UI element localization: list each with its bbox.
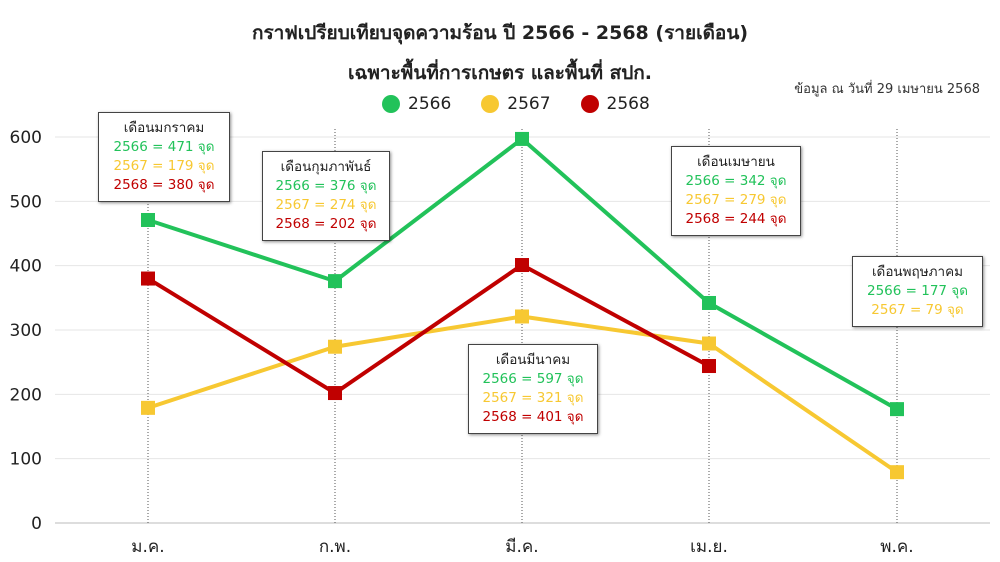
x-tick-label: ก.พ.	[319, 537, 351, 557]
annotation-value: 2566 = 342 จุด	[685, 173, 787, 189]
data-point-2567	[328, 339, 342, 354]
data-point-2566	[515, 131, 529, 146]
annotation-title: เดือนมกราคม	[123, 120, 205, 136]
y-tick-label: 600	[10, 128, 42, 148]
chart-subtitle: เฉพาะพื้นที่การเกษตร และพื้นที่ สปก.	[347, 62, 653, 84]
annotation-box: เดือนมกราคม 2566 = 471 จุด 2567 = 179 จุด 2…	[98, 112, 230, 202]
annotation-title: เดือนพฤษภาคม	[871, 264, 964, 280]
data-point-2567	[515, 309, 529, 324]
data-point-2566	[702, 295, 716, 310]
annotation-box: เดือนเมษายน 2566 = 342 จุด 2567 = 279 จุด 2…	[671, 146, 801, 236]
annotation-box: เดือนมีนาคม 2566 = 597 จุด 2567 = 321 จุด 2…	[468, 344, 598, 434]
series-line-2568	[146, 263, 710, 396]
data-point-2566	[141, 212, 155, 227]
annotation-title: เดือนมีนาคม	[495, 352, 571, 368]
annotation-title: เดือนเมษายน	[697, 154, 775, 170]
legend-item-2566: 2566	[382, 94, 451, 114]
data-point-2568	[515, 258, 529, 273]
annotation-value: 2568 = 202 จุด	[275, 216, 377, 232]
y-tick-label: 400	[10, 257, 42, 277]
x-tick-label: มี.ค.	[505, 537, 538, 557]
annotation-value: 2567 = 274 จุด	[275, 197, 377, 213]
annotation-value: 2566 = 471 จุด	[113, 139, 215, 155]
chart-legend: 2566 2567 2568	[382, 94, 650, 114]
annotation-value: 2567 = 279 จุด	[685, 192, 787, 208]
legend-item-2567: 2567	[481, 94, 551, 114]
annotation-value: 2567 = 179 จุด	[113, 158, 215, 174]
annotation-value: 2568 = 401 จุด	[482, 409, 584, 425]
annotation-box: เดือนกุมภาพันธ์ 2566 = 376 จุด 2567 = 274 …	[262, 151, 390, 241]
chart-title: กราฟเปรียบเทียบจุดความร้อน ปี 2566 - 256…	[251, 22, 749, 44]
y-tick-label: 200	[10, 385, 42, 405]
data-point-2568	[141, 271, 155, 286]
y-tick-label: 100	[10, 450, 42, 470]
x-tick-label: พ.ค.	[880, 537, 913, 557]
annotation-value: 2568 = 244 จุด	[685, 211, 787, 227]
data-point-2567	[141, 400, 155, 415]
y-tick-label: 500	[10, 192, 42, 212]
annotation-value: 2566 = 177 จุด	[867, 283, 968, 299]
y-tick-label: 300	[10, 321, 42, 341]
x-tick-label: ม.ค.	[131, 537, 164, 557]
annotation-value: 2568 = 380 จุด	[113, 177, 215, 193]
legend-label: 2567	[507, 94, 551, 114]
data-point-2567	[890, 465, 904, 480]
annotation-value: 2567 = 79 จุด	[871, 302, 964, 318]
y-tick-label: 0	[31, 514, 42, 534]
annotation-value: 2567 = 321 จุด	[482, 390, 584, 406]
annotation-value: 2566 = 597 จุด	[482, 371, 584, 387]
annotation-value: 2566 = 376 จุด	[275, 178, 377, 194]
legend-label: 2566	[408, 94, 452, 114]
legend-swatch	[580, 95, 599, 113]
legend-swatch	[382, 95, 400, 113]
legend-item-2568: 2568	[580, 94, 650, 114]
data-point-2568	[702, 359, 716, 374]
data-point-2567	[702, 336, 716, 351]
data-point-2566	[890, 402, 904, 417]
legend-swatch	[481, 95, 500, 113]
source-note: ข้อมูล ณ วันที่ 29 เมษายน 2568	[794, 82, 980, 97]
annotation-box: เดือนพฤษภาคม 2566 = 177 จุด 2567 = 79 จุด	[852, 256, 983, 327]
data-point-2568	[328, 386, 342, 401]
annotation-title: เดือนกุมภาพันธ์	[280, 159, 372, 175]
legend-label: 2568	[606, 94, 650, 114]
x-tick-label: เม.ย.	[690, 537, 728, 557]
data-point-2566	[328, 274, 342, 289]
